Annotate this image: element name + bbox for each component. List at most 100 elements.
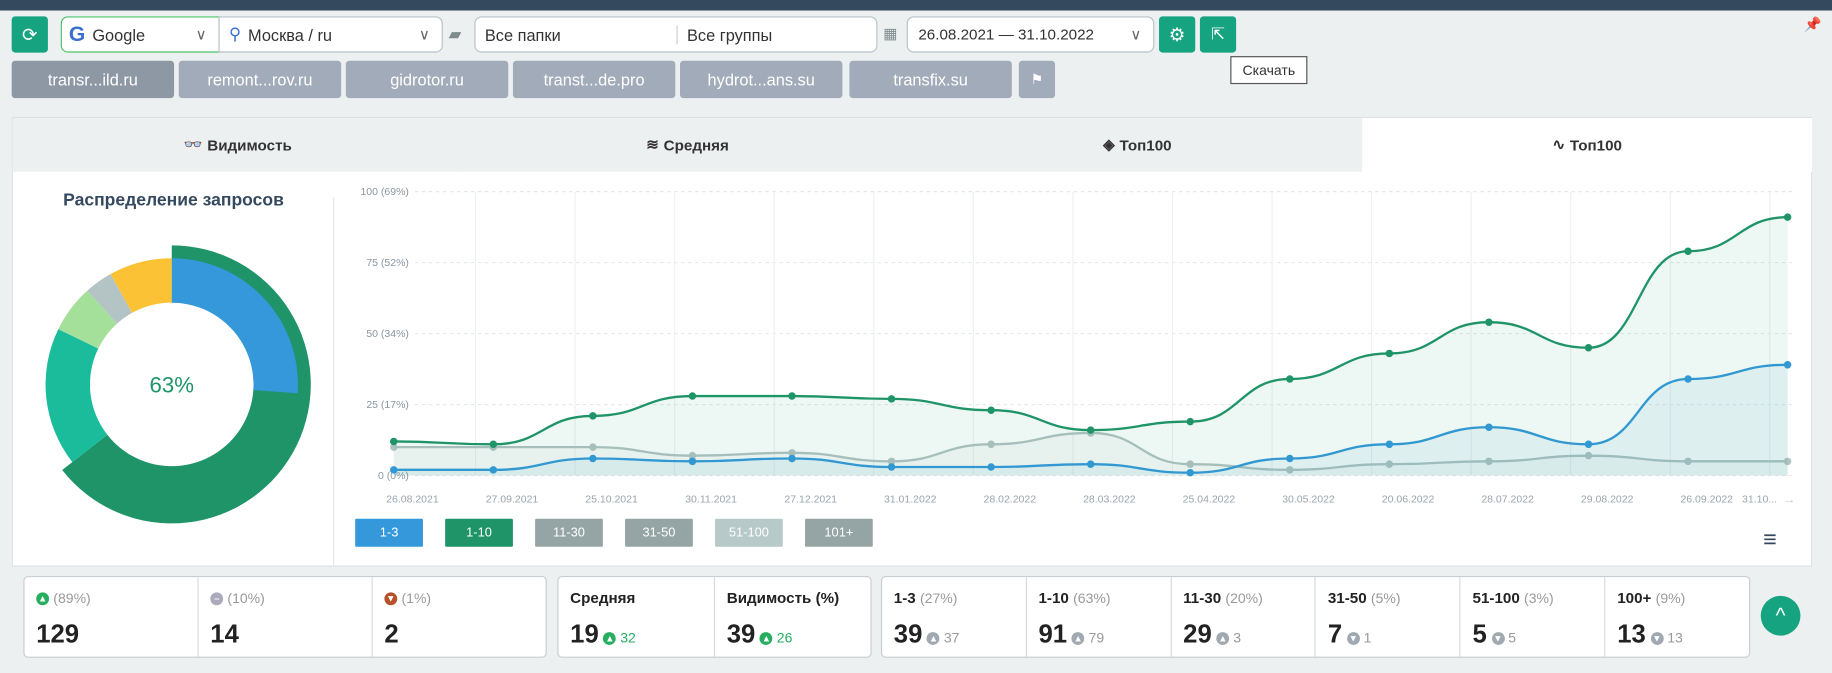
data-point[interactable]	[1186, 460, 1194, 468]
donut-slice-11-30[interactable]	[45, 329, 108, 463]
flag-button[interactable]: ⚑	[1018, 60, 1056, 99]
data-point[interactable]	[1286, 454, 1294, 463]
folder-icon: ▰	[448, 24, 462, 44]
donut-slice-100-plus[interactable]	[110, 258, 172, 313]
domain-tab[interactable]: gidrotor.ru	[345, 60, 509, 99]
data-point[interactable]	[688, 451, 697, 460]
pin-icon[interactable]: 📌	[1803, 16, 1822, 33]
data-point[interactable]	[1783, 457, 1792, 466]
date-range-select[interactable]: 26.08.2021 — 31.10.2022 ∨	[906, 16, 1155, 53]
data-point[interactable]	[1186, 468, 1194, 477]
data-point[interactable]	[987, 463, 995, 471]
domain-tab[interactable]: hydrot...ans.su	[679, 60, 843, 99]
data-point[interactable]	[1584, 344, 1593, 352]
donut-slice-1-3[interactable]	[171, 258, 298, 394]
tab-label: Топ100	[1569, 136, 1622, 154]
tab-visibility[interactable]: 👓 Видимость	[12, 118, 463, 172]
folders-value[interactable]: Все папки	[485, 25, 678, 44]
data-point[interactable]	[589, 454, 597, 463]
tooltip: Скачать	[1230, 56, 1308, 85]
stat-delta: 32	[620, 629, 636, 647]
data-point[interactable]	[1186, 417, 1194, 426]
data-point[interactable]	[1584, 440, 1593, 449]
data-point[interactable]	[1783, 213, 1792, 221]
legend-button[interactable]: 11-30	[535, 518, 603, 547]
stat-pct: (27%)	[920, 590, 958, 607]
tab-top100-chart[interactable]: ∿ Топ100	[1362, 118, 1813, 172]
data-point[interactable]	[788, 392, 796, 400]
data-point[interactable]	[1286, 375, 1294, 383]
tab-top100-layers[interactable]: ◈ Топ100	[912, 118, 1363, 172]
domain-tab[interactable]: remont...rov.ru	[178, 60, 342, 99]
data-point[interactable]	[688, 392, 697, 400]
stat-value: 29	[1183, 619, 1212, 649]
data-point[interactable]	[1286, 466, 1294, 474]
donut-slice-51-100[interactable]	[87, 274, 133, 324]
stat-label: 1-3	[893, 588, 916, 607]
data-point[interactable]	[1584, 451, 1593, 460]
chevron-down-icon: ∨	[418, 25, 430, 43]
flag-icon: ⚑	[1030, 71, 1044, 88]
data-point[interactable]	[589, 412, 597, 420]
x-tick-label: 20.06.2022	[1382, 493, 1435, 505]
location-pin-icon: ⚲	[229, 24, 241, 44]
download-button[interactable]: ⇱	[1199, 16, 1237, 53]
data-point[interactable]	[489, 440, 498, 449]
chevron-down-icon: ∨	[195, 25, 207, 43]
folders-groups-select[interactable]: Все папки Все группы	[474, 16, 878, 53]
legend-button[interactable]: 1-3	[355, 518, 423, 547]
data-point[interactable]	[390, 466, 398, 474]
groups-value[interactable]: Все группы	[687, 25, 773, 44]
glasses-icon: 👓	[183, 135, 203, 154]
menu-icon[interactable]: ≡	[1763, 526, 1777, 553]
engine-select[interactable]: G Google ∨	[60, 16, 220, 53]
domain-tab[interactable]: transr...ild.ru	[11, 60, 175, 99]
legend-button[interactable]: 1-10	[445, 518, 513, 547]
data-point[interactable]	[788, 449, 796, 457]
data-point[interactable]	[987, 406, 995, 414]
data-point[interactable]	[887, 395, 896, 403]
data-point[interactable]	[788, 454, 796, 463]
data-point[interactable]	[1086, 460, 1095, 468]
data-point[interactable]	[1086, 426, 1095, 434]
stat-delta: 37	[943, 629, 960, 647]
stat-cell: 31-50 (5%) 7 ▼ 1	[1316, 577, 1461, 657]
stat-value: 19	[570, 619, 599, 649]
data-point[interactable]	[390, 443, 398, 451]
x-tick-label: 26.08.2021	[386, 493, 439, 505]
data-point[interactable]	[1783, 361, 1792, 369]
stat-cell: – (10%) 14	[199, 577, 373, 657]
data-point[interactable]	[688, 457, 697, 466]
legend-button[interactable]: 51-100	[715, 518, 783, 547]
settings-button[interactable]: ⚙	[1159, 16, 1196, 53]
legend-button[interactable]: 101+	[805, 518, 873, 547]
data-point[interactable]	[1485, 318, 1493, 326]
data-point[interactable]	[887, 463, 896, 471]
stat-delta: 26	[776, 629, 793, 647]
data-point[interactable]	[1385, 440, 1394, 449]
data-point[interactable]	[1485, 457, 1493, 466]
data-point[interactable]	[1684, 247, 1692, 255]
stat-cell: 1-3 (27%) 39 ▲ 37	[882, 577, 1027, 657]
data-point[interactable]	[1385, 460, 1394, 468]
data-point[interactable]	[1485, 423, 1493, 431]
donut-slice-31-50[interactable]	[58, 290, 118, 349]
stat-delta: 5	[1508, 629, 1517, 647]
data-point[interactable]	[1684, 375, 1692, 383]
data-point[interactable]	[489, 466, 498, 474]
stat-pct: (89%)	[53, 590, 91, 607]
refresh-button[interactable]: ⟳	[11, 16, 48, 53]
data-point[interactable]	[1684, 457, 1692, 466]
domain-tab[interactable]: transt...de.pro	[512, 60, 676, 99]
data-point[interactable]	[589, 443, 597, 451]
region-select[interactable]: ⚲ Москва / ru ∨	[218, 16, 443, 53]
data-point[interactable]	[390, 437, 398, 446]
domain-tab[interactable]: transfix.su	[849, 60, 1012, 99]
changes-card: ▲ (89%) 129 – (10%) 14 ▼ (1%) 2	[23, 576, 547, 658]
legend-button[interactable]: 31-50	[625, 518, 693, 547]
scroll-top-button[interactable]: ^	[1760, 595, 1801, 636]
tab-average[interactable]: ≋ Средняя	[462, 118, 913, 172]
data-point[interactable]	[887, 457, 896, 466]
data-point[interactable]	[1385, 349, 1394, 358]
data-point[interactable]	[987, 440, 995, 449]
